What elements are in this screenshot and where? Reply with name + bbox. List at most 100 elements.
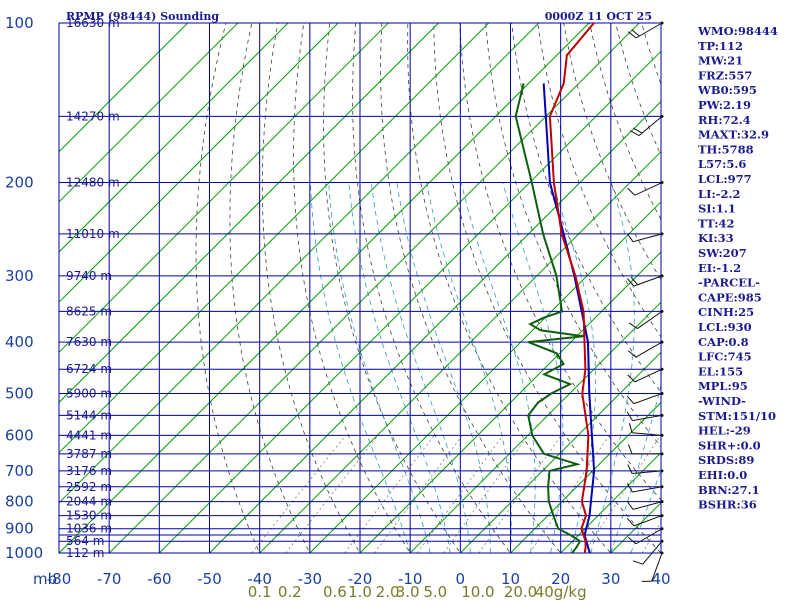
wind-barb [628,309,664,329]
height-label: 12480 m [66,176,120,190]
dry-adiabat [380,23,562,553]
index-value: KI:33 [698,231,734,245]
dry-adiabat [261,23,361,553]
index-value: PW:2.19 [698,98,751,112]
isotherm [359,251,661,553]
temperature-tick-label: -60 [147,570,172,588]
index-value: FRZ:557 [698,68,752,82]
moist-adiabat [502,182,564,553]
index-value: LCL:977 [698,172,752,186]
temperature-tick-label: 10 [501,570,520,588]
index-value: L57:5.6 [698,157,746,171]
index-value: MAXT:32.9 [698,128,769,142]
chart-datetime: 0000Z 11 OCT 25 [545,10,652,23]
wind-barb [633,539,664,565]
dry-adiabat [459,23,661,501]
wind-barb [628,423,664,437]
mixing-ratio-label: 2.0 [376,583,400,600]
height-label: 9740 m [66,269,112,283]
wind-barb [626,500,664,510]
temperature-trace [548,23,595,553]
wind-barb [627,340,664,358]
dry-adiabat [563,23,661,281]
x-axis-unit-label: mb [33,570,57,588]
index-value: WB0:595 [697,83,757,97]
isotherm [459,351,661,553]
dry-adiabat [485,23,661,448]
index-value: TH:5788 [698,142,754,156]
dry-adiabat [537,23,661,338]
dry-adiabat [589,23,661,221]
isotherm [59,23,390,354]
index-value: CINH:25 [698,305,754,319]
mixing-ratio-label: 0.1 [248,583,272,600]
isotherm [59,23,540,504]
height-label: 8625 m [66,304,112,318]
height-label: 2592 m [66,480,112,494]
mixing-ratio-label: 0.6 [323,583,347,600]
index-value: SRDS:89 [698,453,754,467]
dry-adiabat [195,23,261,553]
temperature-tick-label: -20 [348,570,373,588]
pressure-tick-label: 100 [5,14,34,32]
chart-title: RPMP (98444) Sounding [66,10,219,23]
height-label: 2044 m [66,495,112,509]
mixing-ratio-label: 5.0 [423,583,447,600]
isotherm [59,23,189,153]
moist-adiabat [590,182,635,553]
temperature-tick-label: 40 [651,570,670,588]
wind-barb [626,411,664,422]
mixing-ratio-label: 20.0 [504,583,537,600]
index-value: SW:207 [698,246,747,260]
height-label: 3787 m [66,447,112,461]
isotherms [59,23,661,553]
wind-barb [630,114,664,137]
temperature-tick-label: -10 [398,570,423,588]
dry-adiabat [229,23,311,553]
index-value: SHR+:0.0 [698,438,761,452]
index-value: TP:112 [698,39,743,53]
isotherm [59,23,289,253]
index-value: LCL:930 [698,320,752,334]
mixing-ratio-line [374,435,463,553]
index-value: LI:-2.2 [698,187,741,201]
isotherm [59,23,590,553]
index-value: HEL:-29 [698,424,751,438]
index-value: SI:1.1 [698,202,736,216]
mixing-ratio-label: 1.0 [348,583,372,600]
height-label: 16630 m [66,16,120,30]
mixing-ratio-label: 0.2 [278,583,302,600]
index-value: BRN:27.1 [698,483,760,497]
dry-adiabat [352,23,512,553]
temperature-tick-label: -80 [47,570,72,588]
isotherm [309,201,661,553]
pressure-tick-label: 600 [5,426,34,444]
index-value: MW:21 [698,54,743,68]
isotherm [108,23,640,553]
height-label: 5144 m [66,408,112,422]
moist-adiabat [370,182,471,553]
height-label: 3176 m [66,464,112,478]
parcel-trace [542,83,596,553]
traces [514,23,596,553]
pressure-tick-label: 900 [5,520,34,538]
height-label: 564 m [66,534,104,548]
dewpoint-trace [514,83,584,553]
index-value: STM:151/10 [698,409,776,423]
pressure-tick-label: 1000 [5,544,43,562]
pressure-tick-label: 500 [5,384,34,402]
index-value: LFC:745 [698,350,752,364]
moist-adiabat [348,182,451,553]
pressure-tick-label: 300 [5,267,34,285]
wind-barb [627,444,664,456]
index-value: WMO:98444 [697,24,778,38]
dry-adiabat [407,23,612,553]
temperature-tick-label: -40 [247,570,272,588]
temperature-tick-label: -70 [97,570,122,588]
index-value: EI:-1.2 [698,261,741,275]
index-value: -PARCEL- [698,276,760,290]
wind-barb [626,391,664,405]
mixing-ratio-line [416,435,504,553]
